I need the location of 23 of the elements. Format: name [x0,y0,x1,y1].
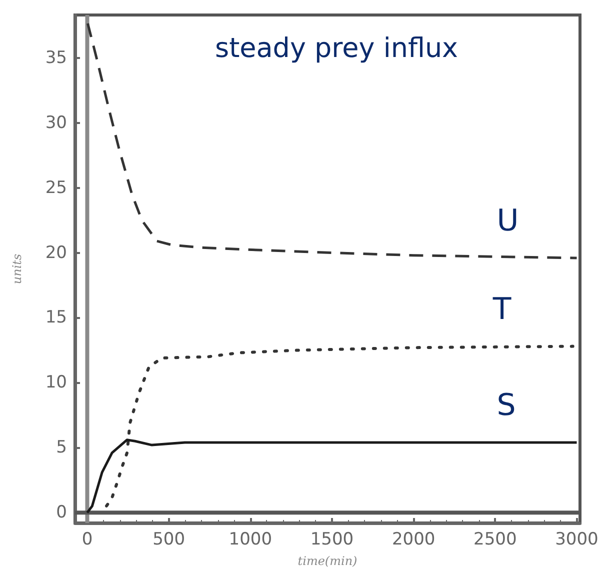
x-tick-label: 1000 [228,530,272,550]
x-tick-label: 2500 [474,530,517,550]
y-tick-label: 0 [56,502,67,523]
text: steady prey influx [215,33,458,64]
y-tick-label: 15 [45,308,67,328]
y-tick-label: 20 [45,242,67,263]
x-tick-label: 2000 [392,530,436,550]
line-series [86,438,578,514]
series-label: S [496,388,516,423]
x-tick-label: 1500 [310,530,354,550]
y-tick-label: 25 [45,178,67,198]
x-tick-label: 500 [152,530,186,550]
series-label: T [492,292,512,327]
series-label: U [496,203,519,238]
y-tick-label: 35 [45,48,67,68]
x-tick-label: 0 [82,530,93,550]
line-series [86,20,578,260]
y-axis-title: units [10,254,24,284]
x-tick-label: 3000 [555,530,598,550]
x-axis-title: time(min) [298,554,358,568]
y-tick-label: 30 [45,112,67,133]
y-tick-label: 10 [45,372,67,393]
y-tick-label: 5 [56,438,67,458]
